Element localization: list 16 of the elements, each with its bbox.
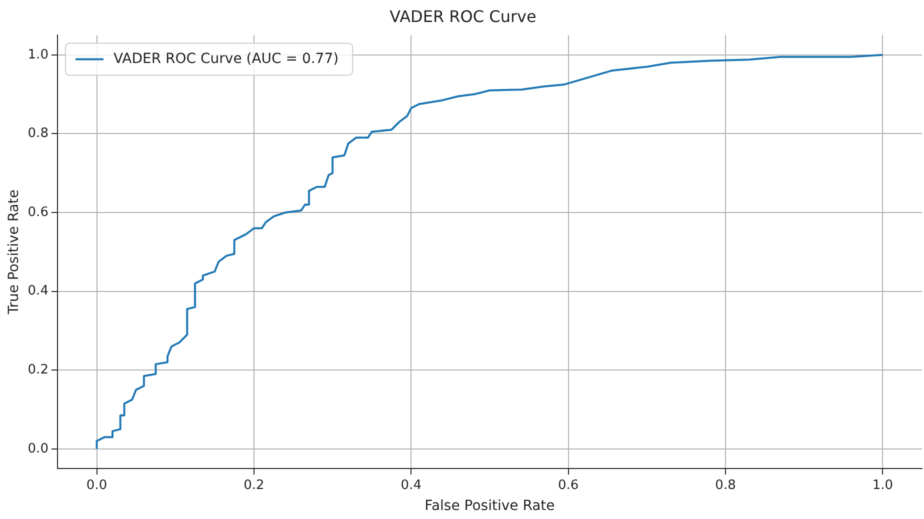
x-axis-title: False Positive Rate [424,498,555,514]
x-tick-label: 1.0 [872,478,894,493]
y-tick-label: 1.0 [28,47,48,62]
x-tick-label: 0.4 [400,478,422,493]
y-tick-label: 0.0 [28,441,48,456]
y-tick-label: 0.2 [28,362,48,378]
y-tick-label: 0.6 [28,204,48,220]
x-tick-label: 0.0 [86,478,108,493]
y-tick-label: 0.4 [28,284,48,299]
y-tick-label: 0.8 [28,126,48,142]
legend-label: VADER ROC Curve (AUC = 0.77) [113,50,339,67]
y-axis-title: True Positive Rate [6,190,22,316]
x-tick-label: 0.6 [558,478,579,493]
x-tick-label: 0.8 [715,478,736,493]
chart-title: VADER ROC Curve [390,6,536,26]
x-tick-label: 0.2 [244,478,264,493]
